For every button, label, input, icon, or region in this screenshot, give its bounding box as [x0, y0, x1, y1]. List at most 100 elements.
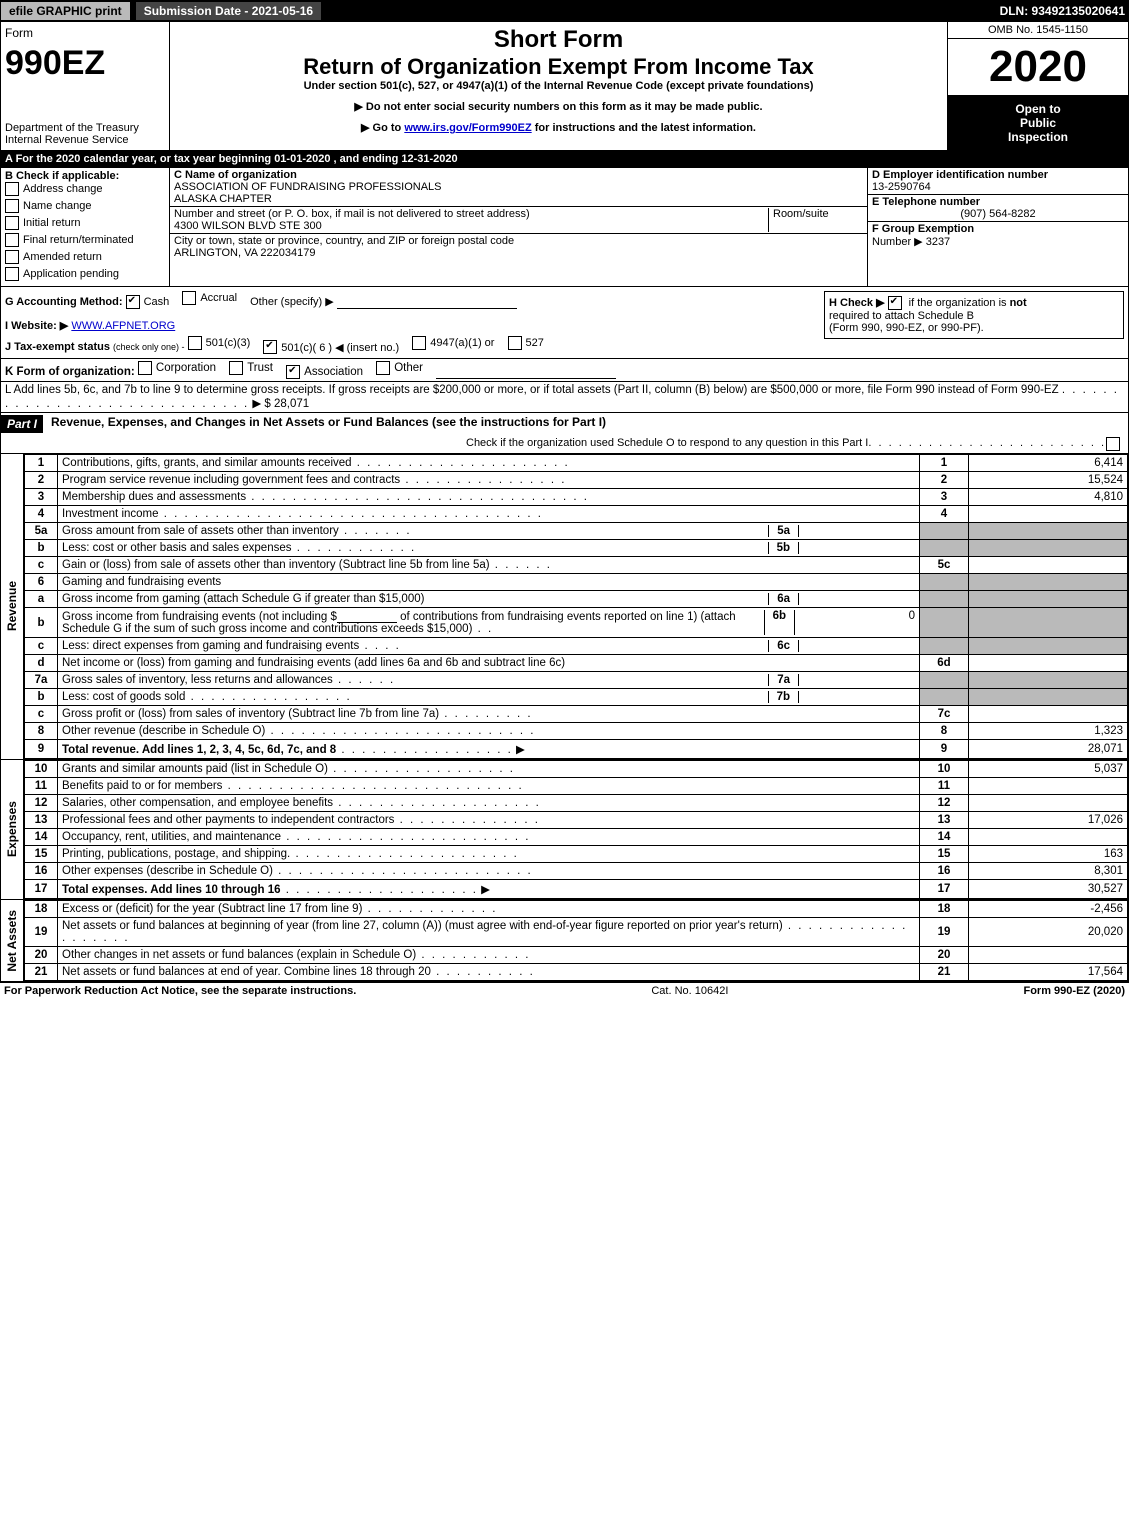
line-18: 18Excess or (deficit) for the year (Subt…: [25, 901, 1128, 918]
b-item-1: Name change: [23, 200, 92, 212]
department-label: Department of the Treasury Internal Reve…: [5, 114, 165, 146]
h-text-3: (Form 990, 990-EZ, or 990-PF).: [829, 322, 984, 334]
open-line-1: Open to: [1015, 102, 1060, 116]
netassets-section: Net Assets 18Excess or (deficit) for the…: [0, 899, 1129, 982]
line-11: 11Benefits paid to or for members . . . …: [25, 778, 1128, 795]
check-501c3[interactable]: [188, 336, 202, 350]
header-right: OMB No. 1545-1150 2020 Open to Public In…: [947, 22, 1128, 150]
check-schedule-o[interactable]: [1106, 437, 1120, 451]
website-link[interactable]: WWW.AFPNET.ORG: [71, 320, 175, 332]
b-item-4: Amended return: [23, 251, 102, 263]
line-6a: a Gross income from gaming (attach Sched…: [25, 591, 1128, 608]
h-text-1: if the organization is: [909, 297, 1010, 309]
check-527[interactable]: [508, 336, 522, 350]
block-b: B Check if applicable: Address change Na…: [1, 168, 170, 286]
j-o3: 4947(a)(1) or: [430, 337, 494, 349]
org-name-2: ALASKA CHAPTER: [174, 193, 272, 205]
block-bcdef: B Check if applicable: Address change Na…: [0, 168, 1129, 287]
omb-label: OMB No. 1545-1150: [948, 22, 1128, 39]
j-sub: (check only one) -: [113, 342, 185, 352]
g-other: Other (specify) ▶: [250, 296, 334, 308]
line-7c: cGross profit or (loss) from sales of in…: [25, 706, 1128, 723]
dept-line-1: Department of the Treasury: [5, 122, 139, 134]
c-name-label: C Name of organization: [174, 169, 297, 181]
row-a-taxyear: A For the 2020 calendar year, or tax yea…: [0, 151, 1129, 168]
line-12: 12Salaries, other compensation, and empl…: [25, 795, 1128, 812]
netassets-side-label: Net Assets: [1, 900, 24, 981]
k-o4: Other: [394, 362, 423, 374]
b-item-2: Initial return: [23, 217, 80, 229]
part1-bar: Part I: [1, 415, 43, 433]
irs-link[interactable]: www.irs.gov/Form990EZ: [404, 122, 531, 134]
check-h[interactable]: [888, 296, 902, 310]
note-no-ssn: ▶ Do not enter social security numbers o…: [174, 100, 943, 113]
tax-year: 2020: [948, 39, 1128, 96]
check-corporation[interactable]: [138, 361, 152, 375]
line-6: 6Gaming and fundraising events: [25, 574, 1128, 591]
check-address-change[interactable]: [5, 182, 19, 196]
expenses-section: Expenses 10Grants and similar amounts pa…: [0, 759, 1129, 899]
line-6c: c Less: direct expenses from gaming and …: [25, 638, 1128, 655]
revenue-table: 1Contributions, gifts, grants, and simil…: [24, 454, 1128, 759]
check-trust[interactable]: [229, 361, 243, 375]
block-def: D Employer identification number 13-2590…: [867, 168, 1128, 286]
k-o1: Corporation: [156, 362, 216, 374]
block-b-title: B Check if applicable:: [5, 170, 165, 182]
note-goto: ▶ Go to www.irs.gov/Form990EZ for instru…: [174, 121, 943, 134]
line-15: 15Printing, publications, postage, and s…: [25, 846, 1128, 863]
part1-header: Part I Revenue, Expenses, and Changes in…: [0, 413, 1129, 435]
line-19: 19Net assets or fund balances at beginni…: [25, 918, 1128, 947]
short-form-title: Short Form: [174, 26, 943, 54]
check-cash[interactable]: [126, 295, 140, 309]
check-accrual[interactable]: [182, 291, 196, 305]
submission-date-label: Submission Date - 2021-05-16: [135, 1, 322, 21]
check-initial-return[interactable]: [5, 216, 19, 230]
part1-title: Revenue, Expenses, and Changes in Net As…: [43, 415, 606, 429]
header-left: Form 990EZ Department of the Treasury In…: [1, 22, 170, 150]
other-specify-input[interactable]: [337, 296, 517, 309]
line-2: 2Program service revenue including gover…: [25, 472, 1128, 489]
row-l: L Add lines 5b, 6c, and 7b to line 9 to …: [0, 382, 1129, 413]
group-exemption-value: 3237: [926, 236, 950, 248]
line-3: 3Membership dues and assessments . . . .…: [25, 489, 1128, 506]
line-21: 21Net assets or fund balances at end of …: [25, 964, 1128, 981]
h-label: H Check ▶: [829, 297, 885, 309]
open-line-3: Inspection: [1008, 130, 1068, 144]
b-item-3: Final return/terminated: [23, 234, 134, 246]
check-amended-return[interactable]: [5, 250, 19, 264]
l-amount: ▶ $ 28,071: [252, 398, 309, 410]
line-4: 4Investment income . . . . . . . . . . .…: [25, 506, 1128, 523]
org-name-1: ASSOCIATION OF FUNDRAISING PROFESSIONALS: [174, 181, 442, 193]
b-item-0: Address change: [23, 183, 103, 195]
check-4947[interactable]: [412, 336, 426, 350]
check-application-pending[interactable]: [5, 267, 19, 281]
efile-print-button[interactable]: efile GRAPHIC print: [0, 1, 131, 21]
dln-label: DLN: 93492135020641: [1000, 4, 1125, 18]
check-association[interactable]: [286, 365, 300, 379]
line-5c: cGain or (loss) from sale of assets othe…: [25, 557, 1128, 574]
check-name-change[interactable]: [5, 199, 19, 213]
check-final-return[interactable]: [5, 233, 19, 247]
j-o1: 501(c)(3): [206, 337, 251, 349]
h-text-2: required to attach Schedule B: [829, 310, 974, 322]
open-line-2: Public: [1020, 116, 1056, 130]
header-grid: Form 990EZ Department of the Treasury In…: [0, 22, 1129, 151]
line-1: 1Contributions, gifts, grants, and simil…: [25, 455, 1128, 472]
other-org-input[interactable]: [436, 366, 616, 379]
footer-right: Form 990-EZ (2020): [1023, 985, 1125, 997]
h-not: not: [1010, 297, 1027, 309]
j-label: J Tax-exempt status: [5, 341, 110, 353]
check-other-org[interactable]: [376, 361, 390, 375]
line-9: 9Total revenue. Add lines 1, 2, 3, 4, 5c…: [25, 740, 1128, 759]
schedule-o-check-row: Check if the organization used Schedule …: [0, 435, 1129, 454]
check-501c[interactable]: [263, 340, 277, 354]
block-h: H Check ▶ if the organization is not req…: [824, 291, 1124, 339]
g-label: G Accounting Method:: [5, 296, 123, 308]
f-label-2: Number ▶: [872, 236, 923, 248]
note-goto-pre: ▶ Go to: [361, 122, 404, 134]
main-title: Return of Organization Exempt From Incom…: [174, 54, 943, 80]
schedule-o-label: Check if the organization used Schedule …: [466, 437, 868, 451]
ein-value: 13-2590764: [872, 181, 931, 193]
expenses-side-label: Expenses: [1, 760, 24, 899]
schedule-o-dots: . . . . . . . . . . . . . . . . . . . . …: [868, 437, 1106, 451]
